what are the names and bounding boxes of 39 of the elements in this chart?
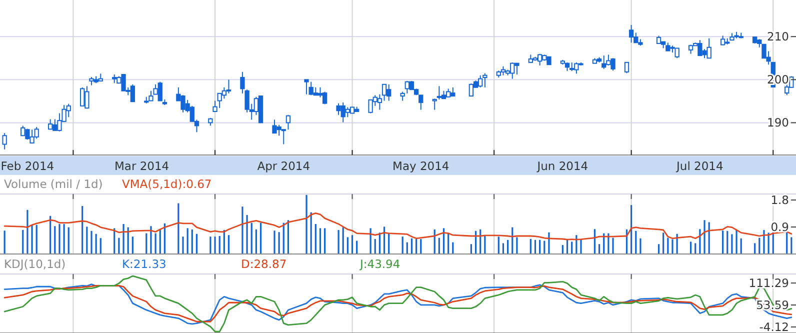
- x-tick-label: Jun 2014: [536, 159, 588, 173]
- text: VMA(5,1d):0.67: [122, 177, 212, 191]
- candlestick: [720, 35, 726, 46]
- series-label: K:21.33: [122, 257, 166, 271]
- y-tick-label: 190: [767, 116, 789, 130]
- candlestick: [304, 79, 309, 95]
- y-tick-label: 0.9: [770, 220, 789, 234]
- candlestick: [80, 86, 85, 106]
- candlestick: [377, 94, 382, 110]
- candlestick: [628, 24, 634, 44]
- x-tick-label: Apr 2014: [257, 159, 310, 173]
- candlestick: [624, 62, 630, 74]
- candlestick: [286, 114, 291, 130]
- x-tick-label: Feb 2014: [0, 159, 54, 173]
- y-tick-label: 111.29: [748, 276, 789, 290]
- y-tick-label: -4.12: [759, 320, 789, 333]
- candlestick: [212, 100, 218, 112]
- line-series: [4, 212, 792, 240]
- text: D:28.87: [241, 257, 287, 271]
- candlestick: [382, 84, 387, 102]
- candlestick: [500, 66, 506, 76]
- candlestick: [436, 86, 442, 100]
- candlestick: [130, 84, 135, 102]
- candlestick: [468, 83, 474, 97]
- x-tick-label: Jul 2014: [676, 159, 724, 173]
- candlestick: [2, 132, 7, 150]
- y-tick-label: 1.8: [770, 193, 789, 208]
- chart-title: Volume (mil / 1d): [4, 177, 103, 191]
- candlestick: [482, 72, 488, 88]
- candlestick: [226, 79, 232, 94]
- candlestick: [322, 91, 328, 105]
- series-label: J:43.94: [359, 257, 400, 271]
- chart-title: KDJ(10,1d): [4, 257, 66, 271]
- x-tick-label: Mar 2014: [114, 159, 170, 173]
- x-tick-label: May 2014: [392, 159, 450, 173]
- y-tick-label: 210: [767, 30, 789, 44]
- candlestick: [602, 55, 606, 70]
- line-series: [4, 275, 792, 332]
- candlestick: [345, 106, 350, 118]
